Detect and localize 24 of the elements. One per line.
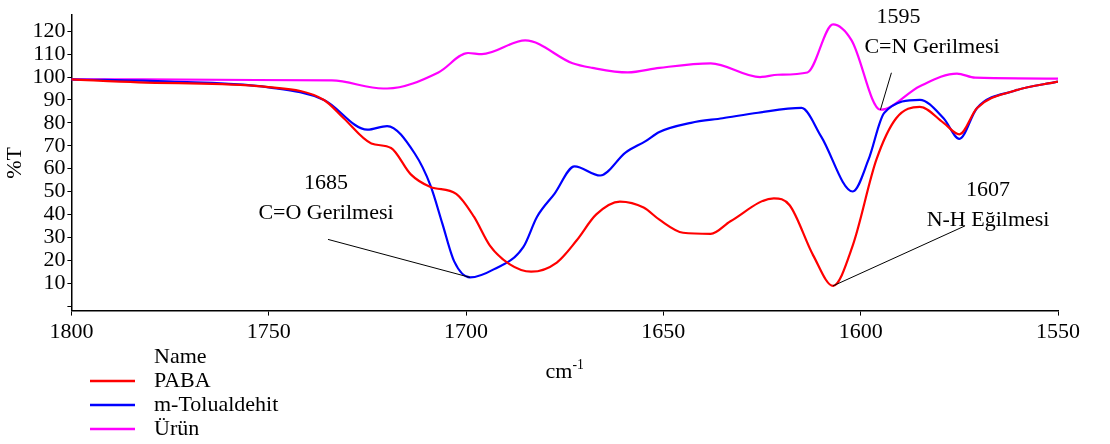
annotation: 1685 C=O Gerilmesi bbox=[258, 169, 394, 225]
x-tick-label: 1700 bbox=[444, 317, 489, 343]
annotation: 1607 N-H Eğilmesi bbox=[926, 175, 1050, 231]
legend-label: Ürün bbox=[154, 414, 200, 440]
x-tick-label: 1750 bbox=[246, 317, 291, 343]
y-tick-label: 40 bbox=[43, 200, 66, 226]
x-tick-label: 1800 bbox=[49, 317, 94, 343]
annotation: 1595 C=N Gerilmesi bbox=[864, 2, 1000, 58]
x-tick-label: 1650 bbox=[641, 317, 686, 343]
legend-label: m-Tolualdehit bbox=[154, 390, 279, 416]
y-tick-label: 10 bbox=[43, 268, 66, 294]
y-tick-label: 30 bbox=[43, 223, 66, 249]
legend-label: PABA bbox=[154, 366, 211, 392]
y-tick-label: 80 bbox=[43, 108, 66, 134]
y-tick-label: 50 bbox=[43, 177, 66, 203]
y-tick-label: 70 bbox=[43, 131, 66, 157]
legend-title: Name bbox=[154, 342, 207, 368]
x-tick-label: 1600 bbox=[838, 317, 883, 343]
y-tick-label: 90 bbox=[43, 85, 66, 111]
y-tick-label: 20 bbox=[43, 246, 66, 271]
y-axis-title: %T bbox=[0, 146, 26, 179]
y-tick-label: 100 bbox=[32, 62, 66, 88]
x-tick-label: 1550 bbox=[1036, 317, 1080, 343]
y-tick-label: 60 bbox=[43, 154, 66, 180]
